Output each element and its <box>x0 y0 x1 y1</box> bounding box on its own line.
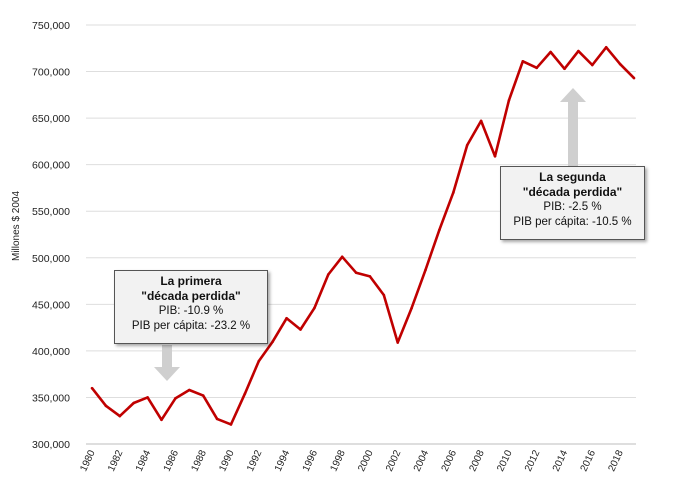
x-tick-label: 2006 <box>440 448 460 473</box>
data-point <box>340 255 344 259</box>
x-tick-label: 2004 <box>412 448 432 473</box>
series-line <box>90 45 635 426</box>
data-point <box>507 99 511 102</box>
x-tick-label: 1998 <box>329 448 349 473</box>
data-point <box>354 271 358 274</box>
x-tick-label: 2018 <box>606 448 626 473</box>
x-tick-label: 2014 <box>551 448 571 473</box>
data-point <box>452 191 455 194</box>
data-point <box>549 50 552 54</box>
data-point <box>201 394 205 397</box>
data-point <box>521 60 525 63</box>
data-point <box>535 66 539 70</box>
data-point <box>382 293 386 297</box>
annotation-gdp-per-capita: PIB per cápita: -23.2 % <box>131 320 251 332</box>
x-tick-label: 1982 <box>106 448 126 473</box>
data-point <box>285 317 288 320</box>
x-tick-label: 1992 <box>245 448 265 473</box>
data-point <box>465 143 469 147</box>
data-point <box>479 119 483 123</box>
data-point <box>326 273 330 276</box>
data-point <box>90 386 94 390</box>
data-point <box>604 46 608 49</box>
x-tick-label: 1980 <box>78 448 98 473</box>
data-point <box>132 401 135 405</box>
annotation-first-lost-decade: La primera "década perdida" PIB: -10.9 %… <box>114 270 268 344</box>
data-point <box>271 340 274 343</box>
x-tick-label: 2012 <box>523 448 543 473</box>
x-tick-label: 2010 <box>495 448 515 473</box>
arrow-down-icon <box>154 345 180 381</box>
data-point <box>215 417 219 421</box>
data-point <box>313 306 316 310</box>
x-tick-label: 1986 <box>162 448 182 473</box>
x-tick-label: 2000 <box>356 448 376 473</box>
data-point <box>160 418 163 422</box>
x-tick-label: 1988 <box>190 448 210 473</box>
data-point <box>187 388 191 392</box>
data-point <box>174 397 177 400</box>
y-axis-label: Millones $ 2004 <box>11 191 22 261</box>
y-tick-label: 400,000 <box>32 346 70 358</box>
data-point <box>146 396 149 399</box>
x-tick-label: 2002 <box>384 448 404 473</box>
y-tick-label: 500,000 <box>32 253 70 265</box>
annotation-gdp-per-capita: PIB per cápita: -10.5 % <box>513 216 632 228</box>
data-point <box>591 63 594 67</box>
data-point <box>493 154 497 158</box>
annotation-gdp: PIB: -2.5 % <box>543 201 602 213</box>
y-tick-label: 600,000 <box>32 160 70 172</box>
x-tick-label: 1996 <box>301 448 321 473</box>
y-tick-label: 300,000 <box>32 439 70 451</box>
arrow-up-icon <box>560 88 586 166</box>
data-point <box>229 423 233 426</box>
data-point <box>577 49 580 53</box>
annotation-title-line2: "década perdida" <box>522 185 623 199</box>
data-point <box>438 228 441 232</box>
y-tick-label: 550,000 <box>32 206 70 218</box>
data-point <box>257 359 261 363</box>
data-point <box>299 328 302 331</box>
y-tick-label: 750,000 <box>32 20 70 32</box>
y-tick-label: 650,000 <box>32 113 70 125</box>
data-point <box>104 404 108 408</box>
data-point <box>368 275 372 278</box>
x-tick-label: 1984 <box>134 448 154 473</box>
annotation-title-line1: La segunda <box>539 170 606 184</box>
y-tick-label: 700,000 <box>32 67 70 79</box>
annotation-title-line2: "década perdida" <box>141 289 241 303</box>
x-tick-label: 1994 <box>273 448 293 473</box>
data-point <box>396 341 400 344</box>
y-tick-label: 450,000 <box>32 299 70 311</box>
x-tick-label: 2008 <box>467 448 487 473</box>
data-point <box>410 306 413 310</box>
annotation-second-lost-decade: La segunda "década perdida" PIB: -2.5 % … <box>500 166 645 240</box>
data-point <box>618 62 622 66</box>
y-tick-label: 350,000 <box>32 392 70 404</box>
data-point <box>424 268 427 272</box>
annotation-gdp: PIB: -10.9 % <box>158 305 224 317</box>
x-tick-label: 2016 <box>579 448 599 473</box>
data-point <box>563 67 566 71</box>
data-point <box>118 414 122 418</box>
data-point <box>632 76 636 80</box>
x-tick-label: 1990 <box>217 448 237 473</box>
annotation-title-line1: La primera <box>160 274 222 288</box>
data-point <box>243 392 247 396</box>
